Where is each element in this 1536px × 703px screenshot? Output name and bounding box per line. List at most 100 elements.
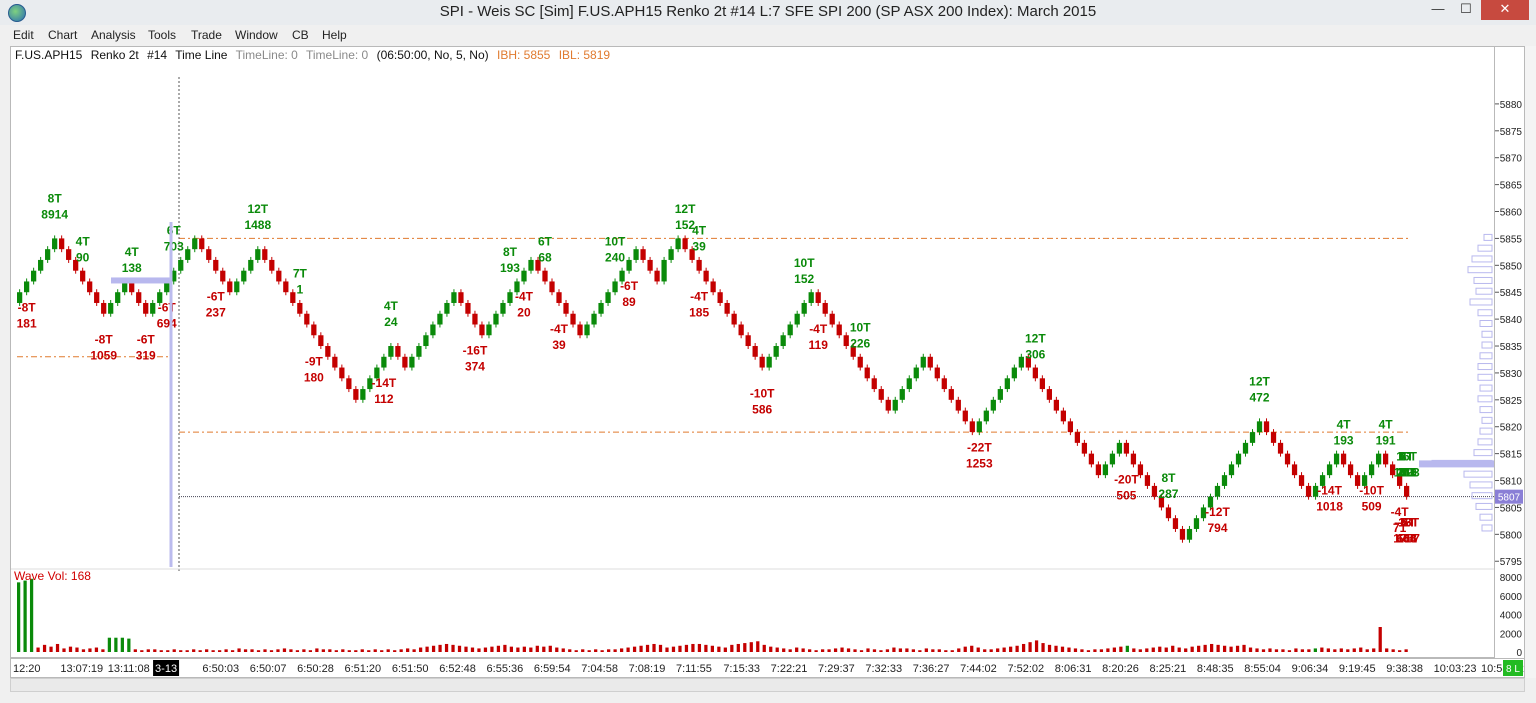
renko-brick — [269, 259, 275, 271]
corner-badge — [1503, 660, 1523, 676]
renko-brick — [290, 292, 296, 303]
horizontal-scrollbar[interactable] — [10, 678, 1525, 692]
volume-profile-bar — [1473, 449, 1493, 457]
menu-cb[interactable]: CB — [292, 28, 309, 42]
wave-volume-label: 152 — [794, 272, 814, 286]
menu-tools[interactable]: Tools — [148, 28, 177, 42]
renko-brick — [122, 281, 128, 293]
volume-bar — [406, 648, 410, 652]
menu-analysis[interactable]: Analysis — [91, 28, 136, 42]
menu-chart[interactable]: Chart — [48, 28, 78, 42]
volume-tick-label: 6000 — [1500, 592, 1523, 603]
volume-bar — [1009, 646, 1013, 652]
renko-brick — [1081, 442, 1088, 454]
volume-bar — [509, 646, 514, 652]
maximize-button[interactable]: ☐ — [1460, 1, 1472, 16]
volume-bar — [1287, 650, 1292, 652]
wave-volume-label: 694 — [157, 316, 177, 330]
time-axis[interactable]: 12:20 13:07:19 13:11:08 3-13 6:50:03 6:50:07 6… — [10, 658, 1525, 678]
renko-brick — [472, 313, 478, 325]
volume-bar — [192, 649, 196, 652]
renko-brick — [437, 313, 443, 325]
renko-brick — [801, 302, 807, 314]
wave-volume-label: 586 — [752, 403, 772, 417]
renko-brick — [969, 421, 975, 433]
wave-volume-label: 1757 — [1393, 532, 1420, 546]
renko-chart[interactable]: 8T 8914 -8T 181 4T 90 -8T 1059 4T 138 -6T 319 6T 703 -… — [11, 47, 1494, 657]
renko-brick — [374, 367, 380, 379]
volume-bar — [931, 649, 935, 652]
close-button[interactable]: ✕ — [1481, 0, 1529, 20]
wave-volume-label: 154 — [1397, 532, 1417, 546]
time-tick-label: 8:55:04 — [1244, 663, 1281, 675]
volume-bar — [658, 644, 663, 652]
wave-label: 4T — [1379, 417, 1394, 431]
wave-label: -6T — [137, 333, 156, 347]
time-tick-label: 6:59:54 — [534, 663, 571, 675]
renko-brick — [577, 324, 583, 336]
menu-edit[interactable]: Edit — [13, 28, 34, 42]
volume-bar — [756, 641, 760, 652]
wave-volume-label: 646 — [1397, 532, 1417, 546]
volume-bar — [1099, 649, 1104, 652]
wave-volume-label: 509 — [1362, 499, 1382, 513]
price-tick-label: 5870 — [1500, 154, 1523, 165]
wave-volume-label: 1 — [296, 283, 303, 297]
menu-window[interactable]: Window — [235, 28, 278, 42]
volume-bar — [1093, 649, 1097, 652]
renko-brick — [598, 302, 604, 314]
volume-bar — [140, 650, 144, 652]
volume-bar — [697, 643, 702, 652]
minimize-button[interactable]: — — [1431, 1, 1445, 16]
volume-bar — [1067, 647, 1071, 652]
price-axis-svg: 5880 5875 5870 5865 5860 5855 5850 5845 5840 5835… — [1495, 100, 1523, 659]
volume-bar — [833, 648, 838, 652]
volume-bar — [503, 644, 507, 652]
renko-brick — [1053, 399, 1059, 411]
volume-bar — [1294, 648, 1298, 652]
wave-volume-label: 8 — [1403, 532, 1410, 546]
wave-volume-label: 168 — [1397, 532, 1417, 546]
volume-bar — [1028, 642, 1032, 652]
renko-brick — [1137, 464, 1144, 476]
poc-bar — [1419, 460, 1494, 468]
volume-bar — [68, 646, 73, 652]
chart-area[interactable]: 8T 8914 -8T 181 4T 90 -8T 1059 4T 138 -6T 319 6T 703 -… — [10, 46, 1495, 658]
renko-brick — [381, 356, 387, 368]
prior-poc-bar — [111, 277, 171, 284]
volume-bar — [529, 647, 533, 652]
wave-volume-label: 319 — [136, 349, 156, 363]
renko-brick — [360, 389, 366, 400]
wave-label: -4T — [1391, 505, 1410, 519]
vertical-scrollbar[interactable] — [1525, 46, 1536, 678]
wave-volume-label: 185 — [1397, 466, 1417, 480]
renko-brick — [1347, 464, 1354, 476]
menu-trade[interactable]: Trade — [191, 28, 222, 42]
volume-profile-bar — [1477, 373, 1493, 381]
wave-volume-label: 20 — [517, 306, 531, 320]
menu-help[interactable]: Help — [322, 28, 347, 42]
renko-brick — [605, 292, 611, 303]
volume-bar — [671, 646, 676, 652]
volume-bar — [678, 645, 682, 652]
volume-bar — [367, 650, 371, 652]
wave-volume-label: 70 — [1400, 466, 1414, 480]
volume-bar — [581, 649, 585, 652]
renko-brick — [689, 249, 695, 260]
price-axis[interactable]: 5880 5875 5870 5865 5860 5855 5850 5845 5840 5835… — [1495, 46, 1525, 659]
volume-bar — [1145, 648, 1149, 652]
renko-brick — [934, 367, 940, 379]
renko-brick — [1298, 475, 1305, 486]
wave-label: 10T — [850, 321, 871, 335]
price-tick-label: 5815 — [1500, 450, 1523, 461]
renko-brick — [626, 259, 632, 271]
renko-brick — [528, 259, 534, 271]
volume-bar — [1015, 645, 1019, 652]
renko-brick — [703, 270, 709, 282]
time-tick-label: 6:52:48 — [439, 663, 476, 675]
volume-bar — [1158, 646, 1162, 652]
date-marker-bg — [153, 660, 180, 676]
volume-bar — [639, 645, 643, 652]
renko-brick — [31, 270, 37, 282]
wave-label: 8T — [1400, 450, 1415, 464]
